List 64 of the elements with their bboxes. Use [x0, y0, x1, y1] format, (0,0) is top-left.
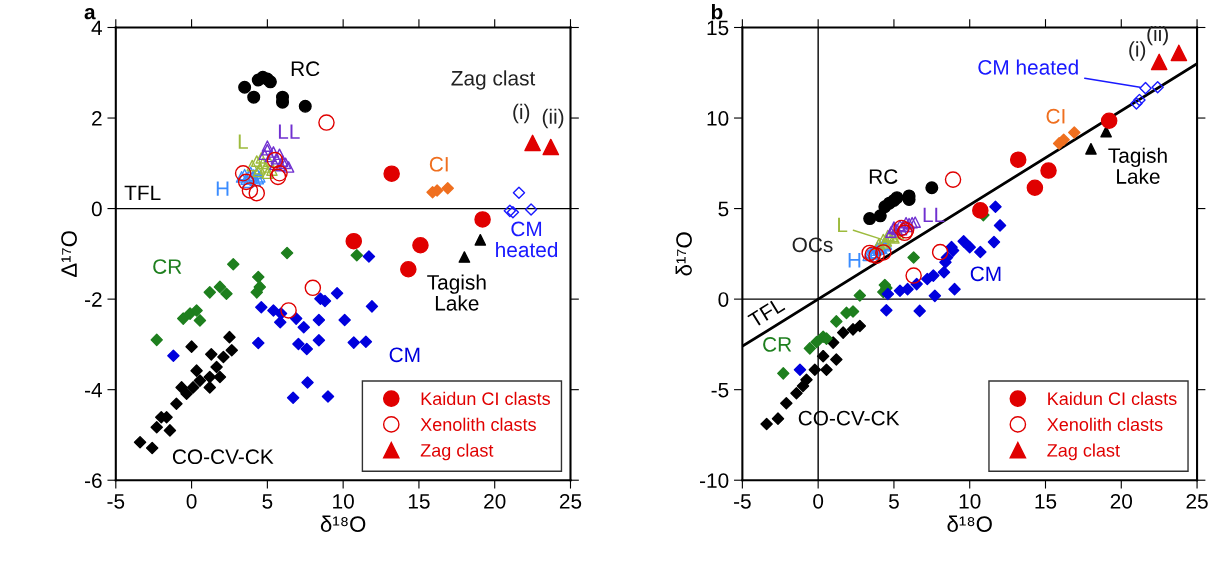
legend-label: Zag clast: [420, 443, 494, 461]
x-tick-label: 0: [813, 493, 824, 509]
y-axis-title: Δ¹⁷O: [61, 231, 77, 277]
x-tick-label: 10: [333, 493, 354, 509]
annotation: CR: [153, 259, 182, 274]
y-axis-title: δ¹⁷O: [675, 232, 692, 276]
x-tick-label: 10: [959, 493, 981, 509]
x-tick-label: 25: [559, 493, 582, 509]
annotation: LL: [923, 207, 945, 223]
y-tick-label: -5: [711, 382, 729, 398]
text: TFL: [747, 297, 786, 329]
x-tick-label: -5: [107, 494, 125, 509]
annotation: Tagish Lake: [1108, 147, 1167, 184]
y-tick-label: -2: [85, 292, 102, 307]
annotation: Zag clast: [451, 70, 536, 90]
legend-label: Kaidun CI clasts: [421, 391, 550, 406]
annotation: CM: [970, 266, 1001, 282]
annotation: CR: [763, 337, 792, 352]
y-tick-label: -4: [85, 382, 102, 398]
legend-label: Xenolith clasts: [420, 417, 536, 431]
annotation: CI: [1046, 108, 1065, 124]
legend-label: Kaidun CI clasts: [1048, 391, 1177, 406]
y-tick-label: 15: [707, 20, 729, 36]
y-tick-label: 4: [91, 20, 102, 36]
legend-label: Zag clast: [1047, 443, 1120, 461]
x-tick-label: 5: [262, 494, 273, 509]
y-tick-label: 10: [707, 111, 729, 126]
x-tick-label: 5: [888, 494, 899, 509]
annotation: (ii): [1147, 25, 1168, 46]
annotation: RC: [291, 61, 320, 77]
y-tick-label: -10: [699, 473, 729, 488]
y-tick-label: 0: [91, 201, 102, 217]
annotation: Tagish Lake: [427, 274, 486, 311]
annotation: CM: [389, 347, 420, 363]
annotation: CO-CV-CK: [172, 449, 274, 465]
annotation: LL: [278, 124, 300, 139]
chart-title: a: [84, 7, 96, 20]
chart-title: b: [711, 4, 723, 20]
annotation: CM heated: [978, 59, 1078, 75]
ref-line-label: TFL: [124, 185, 161, 201]
x-axis-title: δ¹⁸O: [320, 515, 366, 532]
y-tick-label: 5: [718, 201, 729, 217]
x-tick-label: 25: [1186, 493, 1208, 509]
annotation: (i): [513, 103, 530, 124]
x-tick-label: 20: [1110, 493, 1133, 509]
annotation: H: [216, 181, 229, 196]
annotation: L: [238, 134, 248, 149]
annotation: RC: [869, 169, 898, 184]
annotation: L: [838, 217, 848, 233]
y-tick-label: -6: [85, 473, 102, 488]
annotation: (i): [1129, 41, 1146, 61]
annotation: CI: [429, 156, 448, 172]
annotation: H: [848, 253, 861, 268]
x-tick-label: -5: [734, 494, 751, 509]
x-axis-title: δ¹⁸O: [947, 515, 992, 532]
x-tick-label: 15: [408, 494, 430, 509]
annotation: (ii): [542, 108, 564, 129]
legend-label: Xenolith clasts: [1047, 417, 1163, 431]
x-tick-label: 15: [1035, 494, 1057, 509]
x-tick-label: 20: [484, 493, 506, 509]
y-tick-label: 0: [718, 292, 729, 307]
annotation: CM heated: [496, 221, 558, 258]
y-tick-label: 2: [92, 111, 102, 126]
x-tick-label: 0: [186, 493, 197, 509]
